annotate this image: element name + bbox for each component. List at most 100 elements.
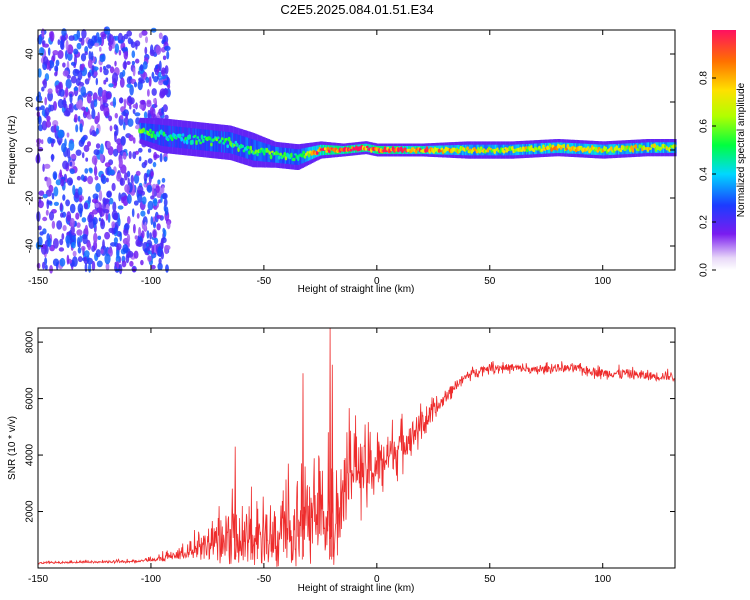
noise-cell [161, 67, 166, 77]
noise-cell [141, 30, 148, 36]
noise-cell [164, 45, 171, 52]
x-tick-label: -50 [257, 276, 272, 287]
ridge-cell [149, 128, 152, 133]
noise-cell [43, 56, 49, 65]
noise-cell [156, 223, 161, 231]
ridge-cell [170, 136, 174, 142]
noise-cell [144, 221, 147, 231]
noise-cell [88, 50, 92, 61]
noise-cell [121, 47, 128, 52]
noise-cell [104, 253, 111, 265]
noise-cell [93, 71, 98, 77]
ridge-band [166, 125, 169, 147]
noise-cell [135, 58, 140, 64]
ridge-band [252, 139, 254, 161]
y-tick-label: 8000 [25, 331, 36, 354]
noise-cell [135, 170, 141, 176]
ridge-cell [191, 139, 194, 145]
noise-cell [67, 52, 73, 61]
noise-cell [102, 197, 107, 204]
noise-cell [161, 177, 166, 183]
noise-cell [113, 213, 118, 221]
noise-cell [53, 124, 57, 134]
noise-cell [93, 232, 98, 244]
noise-cell [62, 62, 66, 68]
noise-cell [59, 257, 66, 267]
noise-cell [155, 185, 160, 193]
noise-cell [84, 262, 88, 273]
noise-cell [158, 60, 162, 72]
noise-cell [70, 153, 77, 160]
snr-frame [37, 327, 676, 569]
noise-cell [67, 177, 73, 186]
noise-cell [147, 89, 150, 97]
noise-cell [81, 245, 86, 251]
noise-cell [103, 105, 110, 117]
noise-cell [87, 141, 91, 147]
noise-cell [68, 103, 73, 110]
ridge-cell [235, 143, 239, 147]
noise-cell [147, 209, 150, 215]
noise-cell [52, 258, 60, 267]
noise-cell [149, 106, 154, 116]
noise-cell [124, 172, 128, 181]
noise-cell [70, 75, 77, 84]
noise-cell [52, 50, 59, 56]
noise-cell [108, 115, 113, 122]
noise-cell [76, 29, 81, 40]
noise-cell [41, 139, 44, 145]
noise-cell [94, 202, 100, 208]
noise-cell [165, 264, 169, 273]
noise-cell [158, 80, 164, 86]
noise-cell [150, 264, 156, 270]
noise-cell [59, 88, 65, 97]
noise-cell [77, 115, 81, 122]
ridge-band [216, 130, 219, 152]
noise-cell [124, 222, 130, 231]
noise-cell [112, 96, 117, 108]
x-tick-label: 100 [594, 276, 611, 287]
noise-cell [49, 265, 53, 274]
noise-cell [122, 244, 129, 253]
noise-cell [35, 94, 43, 103]
noise-cell [153, 198, 158, 207]
noise-cell [44, 163, 51, 169]
colorbar-tick-label: 0.4 [699, 167, 710, 181]
noise-cell [145, 76, 150, 83]
snr-y-label: SNR (10 * v/v) [7, 416, 18, 480]
ridge-cell [200, 134, 204, 140]
noise-cell [82, 234, 88, 245]
noise-cell [106, 141, 111, 149]
noise-cell [80, 86, 86, 97]
noise-cell [104, 26, 111, 35]
ridge-cell [268, 151, 272, 155]
noise-cell [146, 100, 152, 108]
ridge-cell [256, 152, 259, 157]
noise-cell [163, 244, 169, 255]
y-tick-label: -40 [25, 238, 36, 253]
noise-cell [90, 51, 94, 62]
noise-cell [129, 104, 132, 110]
noise-cell [79, 235, 83, 243]
noise-cell [123, 98, 127, 109]
snr-series-line [38, 328, 675, 567]
noise-cell [104, 162, 111, 168]
ridge-band [367, 144, 369, 152]
noise-cell [143, 172, 148, 182]
noise-cell [163, 204, 167, 212]
noise-cell [153, 98, 157, 104]
noise-cell [69, 161, 73, 167]
noise-cell [38, 190, 45, 196]
noise-cell [167, 84, 171, 90]
noise-cell [47, 47, 51, 56]
noise-cell [150, 216, 154, 226]
noise-cell [160, 239, 164, 250]
ridge-cell [315, 150, 319, 155]
noise-cell [132, 151, 137, 159]
ridge-cell [349, 148, 353, 152]
noise-cell [144, 46, 148, 55]
ridge-cell [631, 147, 635, 153]
colorbar-tick-label: 0.8 [699, 71, 710, 85]
noise-cell [125, 112, 129, 119]
snr-x-ticks: -150 -100 -50 0 50 100 [28, 328, 611, 585]
